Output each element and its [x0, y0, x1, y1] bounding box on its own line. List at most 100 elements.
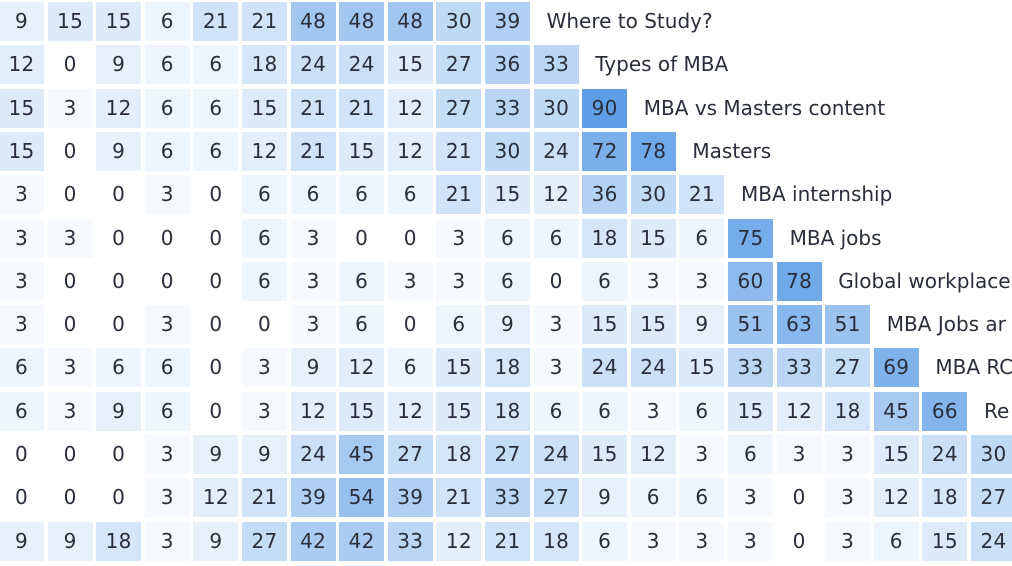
heatmap-cell: 15 — [630, 218, 676, 258]
heatmap-cell: 0 — [533, 261, 579, 301]
heatmap-cell: 90 — [582, 88, 628, 128]
heatmap-cell: 63 — [776, 305, 822, 345]
heatmap-cell: 24 — [290, 435, 336, 474]
heatmap-cell: 6 — [485, 261, 530, 301]
heatmap-cell: 15 — [582, 305, 628, 345]
heatmap-cell: 0 — [0, 478, 44, 518]
heatmap-cell: 36 — [582, 175, 628, 215]
heatmap-cell: 0 — [193, 391, 239, 431]
heatmap-cell: 0 — [96, 305, 142, 345]
heatmap-cell: 0 — [339, 218, 385, 258]
heatmap-cell: 6 — [242, 175, 287, 215]
heatmap-cell: 12 — [533, 175, 579, 215]
heatmap-cell: 15 — [0, 131, 44, 171]
heatmap-cell: 12 — [436, 521, 482, 561]
heatmap-cell: 0 — [47, 45, 93, 85]
heatmap-cell: 6 — [582, 521, 628, 561]
heatmap-cell: 3 — [0, 218, 44, 258]
heatmap-cell: 3 — [533, 348, 579, 388]
heatmap-cell: 21 — [242, 478, 287, 518]
heatmap-cell: 3 — [47, 218, 93, 258]
heatmap-cell: 15 — [0, 88, 44, 128]
heatmap-cell: 69 — [873, 348, 919, 388]
heatmap-cell: 15 — [728, 391, 773, 431]
heatmap-cell: 9 — [0, 2, 44, 41]
heatmap-cell: 54 — [339, 478, 385, 518]
row-label: Where to Study? — [546, 9, 713, 33]
row-label: MBA RC — [935, 355, 1012, 380]
heatmap-cell: 75 — [728, 218, 773, 258]
heatmap-cell: 48 — [339, 2, 385, 41]
heatmap-cell: 42 — [339, 521, 385, 561]
heatmap-cell: 15 — [582, 435, 628, 474]
heatmap-cell: 27 — [436, 45, 482, 85]
heatmap-cell: 3 — [47, 348, 93, 388]
heatmap-cell: 33 — [387, 521, 433, 561]
heatmap-cell: 24 — [339, 45, 385, 85]
heatmap-cell: 0 — [96, 175, 142, 215]
heatmap-cell: 0 — [47, 478, 93, 518]
heatmap-cell: 6 — [728, 435, 773, 474]
heatmap-cell: 0 — [96, 478, 142, 518]
heatmap-cell: 3 — [47, 391, 93, 431]
heatmap-cell: 0 — [47, 261, 93, 301]
heatmap-cell: 21 — [436, 175, 482, 215]
heatmap-cell: 9 — [96, 391, 142, 431]
row-label: Types of MBA — [595, 52, 729, 77]
heatmap-cell: 6 — [339, 261, 385, 301]
heatmap-cell: 6 — [339, 305, 385, 345]
heatmap-cell: 12 — [339, 348, 385, 388]
heatmap-cell: 6 — [193, 88, 239, 128]
heatmap-cell: 9 — [193, 521, 239, 561]
heatmap-cell: 6 — [339, 175, 385, 215]
heatmap-cell: 9 — [47, 521, 93, 561]
heatmap-cell: 21 — [290, 88, 336, 128]
heatmap-cell: 0 — [193, 261, 239, 301]
heatmap-cell: 15 — [47, 2, 93, 41]
heatmap-cell: 6 — [290, 175, 336, 215]
heatmap-cell: 12 — [387, 131, 433, 171]
heatmap-cell: 3 — [679, 261, 725, 301]
heatmap-cell: 9 — [679, 305, 725, 345]
heatmap-cell: 12 — [0, 45, 44, 85]
heatmap-cell: 0 — [96, 435, 142, 474]
heatmap-cell: 3 — [144, 521, 190, 561]
heatmap-cell: 21 — [679, 175, 725, 215]
heatmap-cell: 15 — [922, 521, 968, 561]
heatmap-cell: 39 — [290, 478, 336, 518]
heatmap-cell: 3 — [630, 261, 676, 301]
heatmap-cell: 0 — [47, 435, 93, 474]
heatmap-cell: 18 — [582, 218, 628, 258]
heatmap-cell: 51 — [825, 305, 871, 345]
heatmap-cell: 0 — [0, 435, 44, 474]
heatmap-cell: 3 — [387, 261, 433, 301]
heatmap-cell: 6 — [436, 305, 482, 345]
heatmap-cell: 6 — [0, 348, 44, 388]
heatmap-cell: 30 — [533, 88, 579, 128]
heatmap-cell: 3 — [825, 521, 871, 561]
heatmap-cell: 78 — [776, 261, 822, 301]
heatmap-cell: 3 — [144, 435, 190, 474]
heatmap-cell: 3 — [290, 305, 336, 345]
heatmap-cell: 3 — [630, 391, 676, 431]
row-label: Re — [984, 398, 1010, 423]
heatmap-cell: 3 — [679, 435, 725, 474]
heatmap-cell: 9 — [290, 348, 336, 388]
heatmap-cell: 15 — [387, 45, 433, 85]
heatmap-cell: 33 — [776, 348, 822, 388]
heatmap-cell: 0 — [387, 218, 433, 258]
heatmap-cell: 33 — [728, 348, 773, 388]
heatmap-cell: 21 — [290, 131, 336, 171]
heatmap-cell: 15 — [436, 348, 482, 388]
heatmap-cell: 9 — [485, 305, 530, 345]
heatmap-cell: 6 — [144, 45, 190, 85]
heatmap-cell: 39 — [387, 478, 433, 518]
heatmap-cell: 0 — [96, 218, 142, 258]
heatmap-cell: 6 — [387, 348, 433, 388]
heatmap-cell: 15 — [630, 305, 676, 345]
heatmap-cell: 3 — [728, 521, 773, 561]
heatmap-cell: 3 — [242, 348, 287, 388]
heatmap-cell: 30 — [485, 131, 530, 171]
heatmap-cell: 12 — [290, 391, 336, 431]
